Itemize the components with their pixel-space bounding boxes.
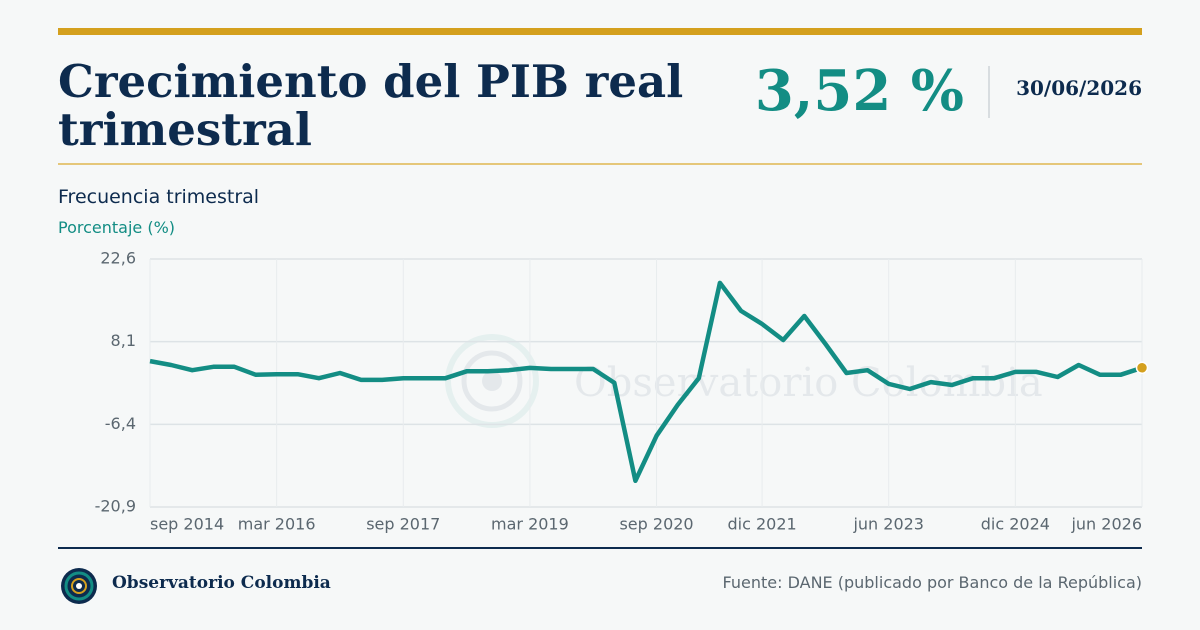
title: Crecimiento del PIB real trimestral — [58, 55, 684, 156]
x-tick-label: jun 2023 — [852, 515, 924, 534]
y-axis-label: Porcentaje (%) — [58, 218, 176, 237]
brand-logo — [61, 568, 97, 604]
divider — [988, 66, 990, 118]
x-tick-label: dic 2024 — [981, 515, 1050, 534]
x-tick-label: mar 2019 — [491, 515, 569, 534]
x-tick-label: sep 2020 — [619, 515, 693, 534]
headline-value: 3,52 % — [754, 58, 964, 124]
line-series — [149, 280, 1143, 484]
x-tick-label: jun 2026 — [1070, 515, 1142, 534]
date: 30/06/2026 — [1016, 76, 1142, 100]
watermark-logo — [445, 334, 539, 428]
y-tick-label: -6,4 — [105, 414, 136, 433]
top-bar — [58, 28, 1142, 35]
y-tick-label: -20,9 — [95, 497, 136, 516]
x-tick-label: dic 2021 — [727, 515, 796, 534]
x-tick-label: mar 2016 — [238, 515, 316, 534]
y-tick-label: 8,1 — [111, 331, 136, 350]
separator — [58, 163, 1142, 165]
x-tick-label: sep 2017 — [366, 515, 440, 534]
footer-line — [58, 547, 1142, 549]
brand: Observatorio Colombia — [112, 573, 331, 593]
last-point — [1135, 361, 1149, 375]
subtitle: Frecuencia trimestral — [58, 186, 260, 208]
y-tick-label: 22,6 — [100, 249, 136, 268]
source: Fuente: DANE (publicado por Banco de la … — [722, 573, 1142, 592]
x-tick-label: sep 2014 — [150, 515, 224, 534]
watermark: Observatorio Colombia — [574, 360, 1043, 406]
